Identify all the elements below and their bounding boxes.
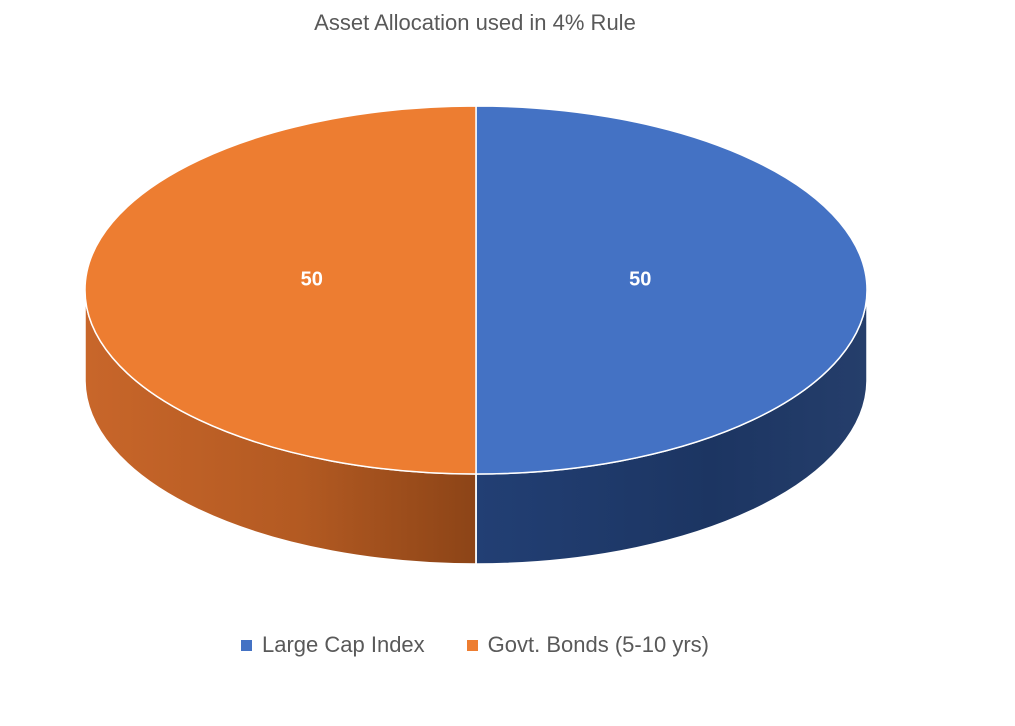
data-label-large-cap-index: 50	[629, 268, 651, 290]
legend-label-large-cap-index: Large Cap Index	[262, 632, 425, 657]
data-label-govt-bonds-5-10-yrs: 50	[301, 268, 323, 290]
legend: Large Cap Index Govt. Bonds (5-10 yrs)	[0, 632, 950, 658]
pie-slice-large-cap-index[interactable]	[475, 105, 868, 475]
legend-swatch-govt-bonds	[466, 639, 478, 651]
chart-title: Asset Allocation used in 4% Rule	[314, 10, 636, 35]
legend-label-govt-bonds: Govt. Bonds (5-10 yrs)	[487, 632, 709, 657]
legend-item-govt-bonds[interactable]: Govt. Bonds (5-10 yrs)	[466, 632, 709, 658]
legend-swatch-large-cap-index	[241, 639, 252, 651]
pie-slice-govt-bonds-5-10-yrs[interactable]	[84, 105, 477, 475]
legend-item-large-cap-index[interactable]: Large Cap Index	[241, 632, 425, 658]
pie-layer: 50 50	[84, 105, 868, 565]
